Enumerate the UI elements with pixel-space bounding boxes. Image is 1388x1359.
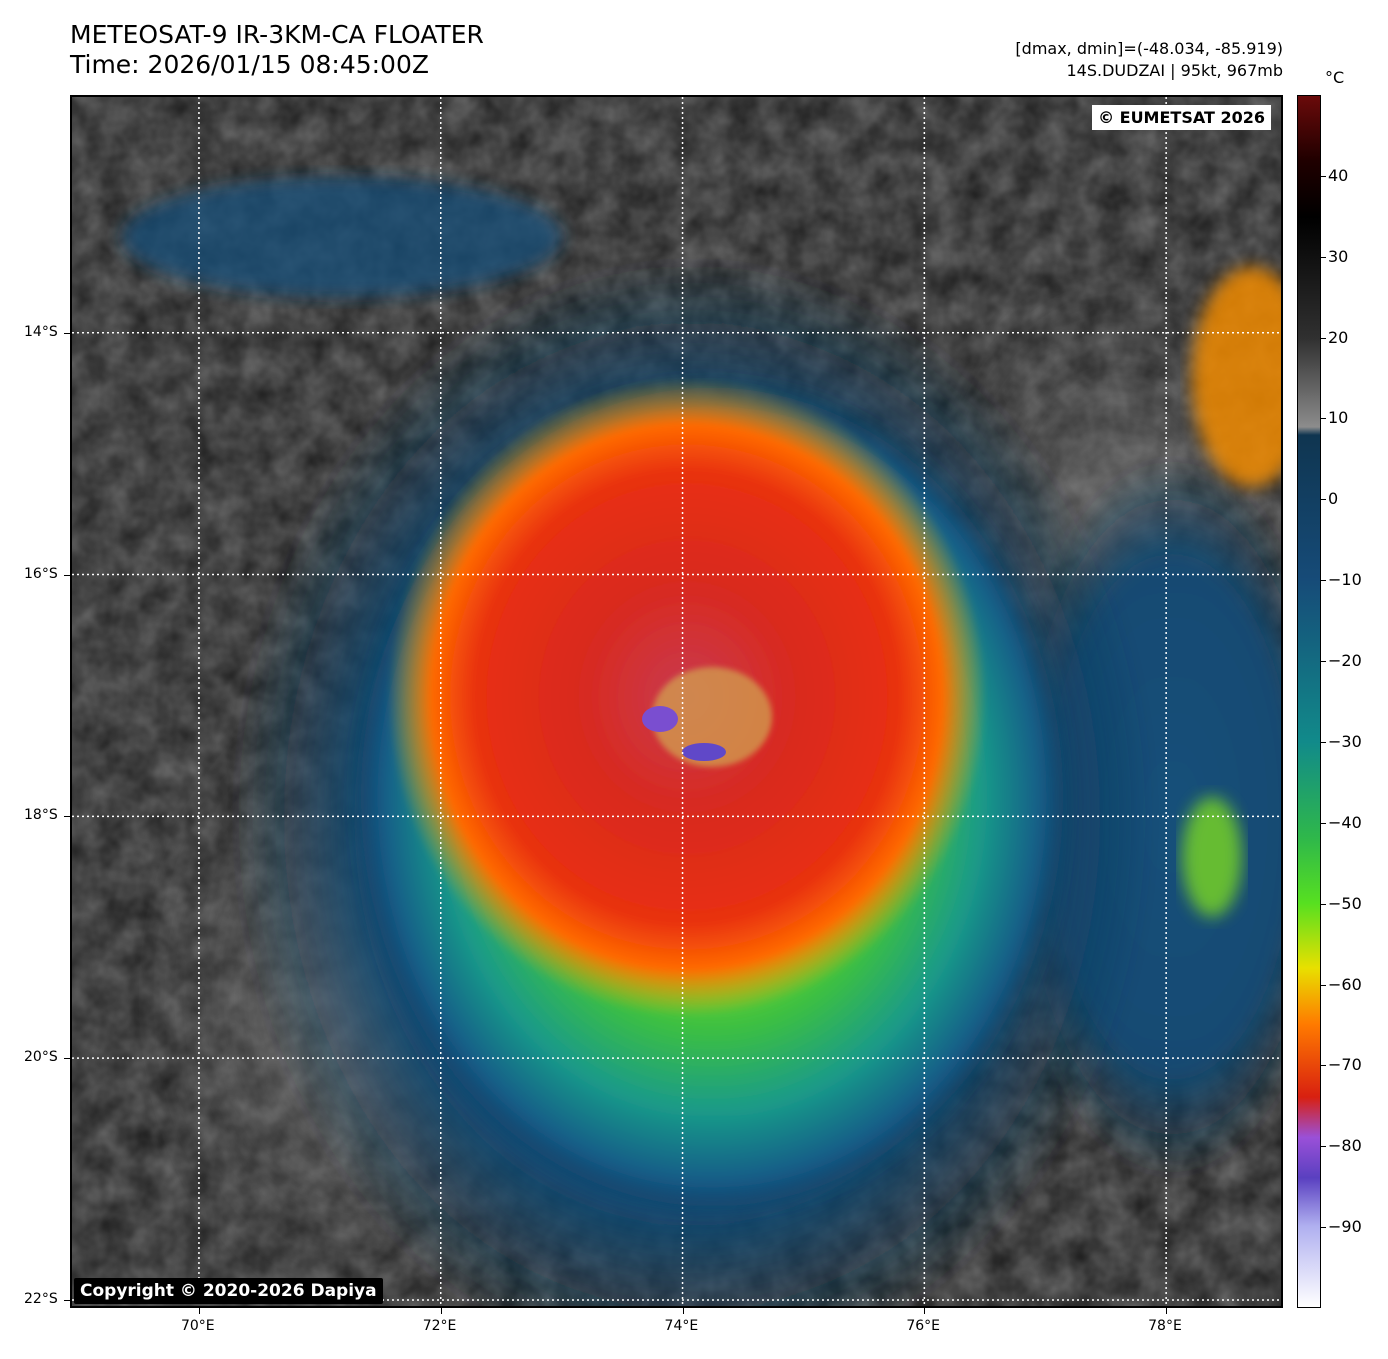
colorbar-tick-mark [1321, 1227, 1326, 1229]
colorbar-tick-mark [1321, 499, 1326, 501]
colorbar-tick-mark [1321, 337, 1326, 339]
colorbar [1297, 95, 1321, 1308]
lon-tick-mark [1166, 1308, 1168, 1314]
lon-tick-label: 78°E [1148, 1318, 1182, 1334]
lon-tick-mark [924, 1308, 926, 1314]
lat-tick-label: 18°S [24, 807, 58, 824]
chart-time: Time: 2026/01/15 08:45:00Z [70, 50, 429, 79]
colorbar-tick-label: −90 [1328, 1217, 1362, 1237]
coldest-top-1 [642, 706, 678, 732]
colorbar-tick-label: −40 [1328, 812, 1362, 832]
colorbar-unit: °C [1325, 68, 1345, 87]
colorbar-tick-mark [1321, 256, 1326, 258]
colorbar-tick-mark [1321, 418, 1326, 420]
lon-tick-mark [198, 1308, 200, 1314]
lat-tick-label: 14°S [24, 323, 58, 340]
lon-tick-label: 72°E [422, 1318, 457, 1334]
satellite-image: © EUMETSAT 2026 Copyright © 2020-2026 Da… [70, 95, 1283, 1308]
lat-tick-label: 20°S [24, 1049, 58, 1066]
colorbar-tick-mark [1321, 822, 1326, 824]
convection-east-edge [1192, 267, 1281, 487]
convection-cell-east [1182, 797, 1242, 917]
coldest-top-2 [682, 743, 726, 761]
colorbar-tick-label: −60 [1328, 974, 1362, 994]
colorbar-tick-mark [1321, 1065, 1326, 1067]
lat-tick-label: 16°S [24, 565, 58, 582]
colorbar-tick-label: 0 [1328, 489, 1339, 509]
lat-tick-label: 22°S [24, 1290, 58, 1307]
ir-map [72, 97, 1281, 1306]
colorbar-tick-mark [1321, 580, 1326, 582]
lat-tick-mark [64, 816, 70, 818]
dmax-dmin-readout: [dmax, dmin]=(-48.034, -85.919) [1015, 39, 1283, 58]
lat-tick-mark [64, 574, 70, 576]
eumetsat-badge: © EUMETSAT 2026 [1092, 105, 1271, 130]
cloud-band-north [122, 177, 562, 297]
lat-tick-mark [64, 1058, 70, 1060]
lat-tick-mark [64, 332, 70, 334]
colorbar-tick-label: 30 [1328, 246, 1349, 266]
lon-tick-label: 76°E [906, 1318, 941, 1334]
colorbar-tick-mark [1321, 984, 1326, 986]
colorbar-tick-label: −50 [1328, 893, 1362, 913]
colorbar-tick-mark [1321, 175, 1326, 177]
colorbar-tick-mark [1321, 903, 1326, 905]
colorbar-tick-label: −80 [1328, 1136, 1362, 1156]
lon-tick-label: 70°E [180, 1318, 215, 1334]
colorbar-tick-label: 40 [1328, 165, 1349, 185]
colorbar-tick-label: −70 [1328, 1055, 1362, 1075]
colorbar-tick-label: −20 [1328, 651, 1362, 671]
colorbar-tick-mark [1321, 741, 1326, 743]
title-block: METEOSAT-9 IR-3KM-CA FLOATER Time: 2026/… [70, 20, 484, 80]
chart-title: METEOSAT-9 IR-3KM-CA FLOATER [70, 20, 484, 49]
lon-tick-label: 74°E [664, 1318, 699, 1334]
colorbar-tick-label: −10 [1328, 570, 1362, 590]
colorbar-tick-label: 10 [1328, 408, 1349, 428]
meta-block: [dmax, dmin]=(-48.034, -85.919) 14S.DUDZ… [1015, 38, 1283, 82]
copyright-badge: Copyright © 2020-2026 Dapiya [74, 1278, 383, 1304]
colorbar-tick-mark [1321, 661, 1326, 663]
lon-tick-mark [440, 1308, 442, 1314]
colorbar-tick-label: −30 [1328, 731, 1362, 751]
storm-info: 14S.DUDZAI | 95kt, 967mb [1066, 61, 1284, 80]
colorbar-tick-label: 20 [1328, 327, 1349, 347]
lon-tick-mark [682, 1308, 684, 1314]
lat-tick-mark [64, 1299, 70, 1301]
colorbar-tick-mark [1321, 1146, 1326, 1148]
